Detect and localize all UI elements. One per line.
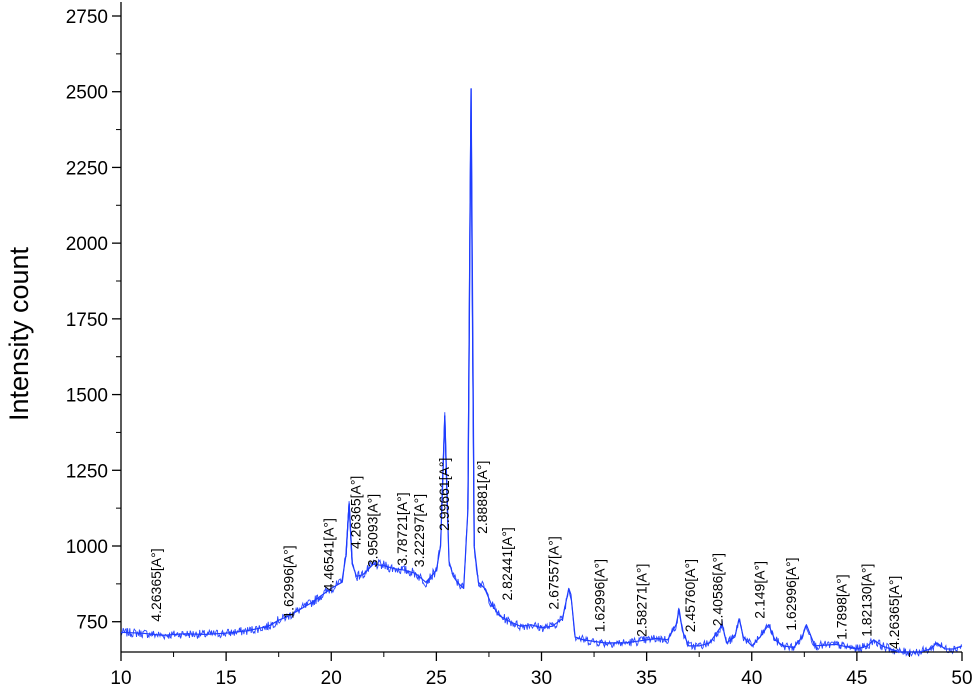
peak-annotation: 1.62996[A°] [280, 545, 296, 618]
y-tick-label: 2250 [66, 158, 108, 179]
peak-annotation: 2.82441[A°] [499, 527, 515, 600]
peak-annotation: 2.99661[A°] [436, 458, 452, 531]
peak-annotation: 2.67557[A°] [545, 536, 561, 609]
series-peak [440, 415, 449, 527]
peak-annotation: 2.58271[A°] [634, 564, 650, 637]
x-tick-label: 20 [321, 668, 342, 689]
x-tick-label: 35 [636, 668, 657, 689]
x-tick-label: 50 [951, 668, 972, 689]
x-tick-label: 15 [216, 668, 237, 689]
peak-annotation: 2.149[A°] [751, 561, 767, 619]
peak-annotation: 3.78721[A°] [394, 492, 410, 565]
series-line [120, 88, 963, 653]
x-tick-label: 10 [110, 668, 131, 689]
peak-annotation: 4.26365[A°] [886, 576, 902, 649]
y-axis-title: Intensity count [4, 246, 34, 421]
x-tick-label: 45 [846, 668, 867, 689]
x-tick-label: 30 [531, 668, 552, 689]
series-peak [467, 88, 475, 547]
y-tick-label: 1500 [66, 386, 108, 407]
peak-annotation: 2.88881[A°] [474, 461, 490, 534]
peak-annotation: 2.45760[A°] [682, 559, 698, 632]
y-tick-label: 2000 [66, 234, 108, 255]
peak-annotation: 2.40586[A°] [709, 553, 725, 626]
peak-annotation: 4.46541[A°] [320, 518, 336, 591]
peak-annotation: 3.22297[A°] [411, 494, 427, 567]
series-line-layer [120, 88, 963, 653]
y-tick-label: 1250 [66, 461, 108, 482]
axes: 10 15 20 25 30 35 40 45 50 750 1000 1250 1500 1750 200… [66, 2, 973, 689]
y-tick-label: 1750 [66, 310, 108, 331]
peak-annotation: 1.62996[A°] [592, 559, 608, 632]
peak-annotation: 1.82130[A°] [859, 564, 875, 637]
y-tick-label: 1000 [66, 537, 108, 558]
peak-labels: 4.26365[A°] 1.62996[A°] 4.46541[A°] 4.26365… [148, 458, 902, 649]
peak-annotation: 4.26365[A°] [148, 548, 164, 621]
peak-annotation: 1.7898[A°] [833, 574, 849, 640]
x-tick-label: 40 [741, 668, 762, 689]
series-peak [345, 503, 353, 565]
peak-annotation: 4.26365[A°] [348, 476, 364, 549]
x-tick-label: 25 [426, 668, 447, 689]
y-tick-label: 2750 [66, 7, 108, 28]
peak-annotation: 1.62996[A°] [783, 557, 799, 630]
peak-annotation: 3.95093[A°] [365, 494, 381, 567]
y-tick-label: 2500 [66, 83, 108, 104]
y-tick-label: 750 [76, 613, 108, 634]
